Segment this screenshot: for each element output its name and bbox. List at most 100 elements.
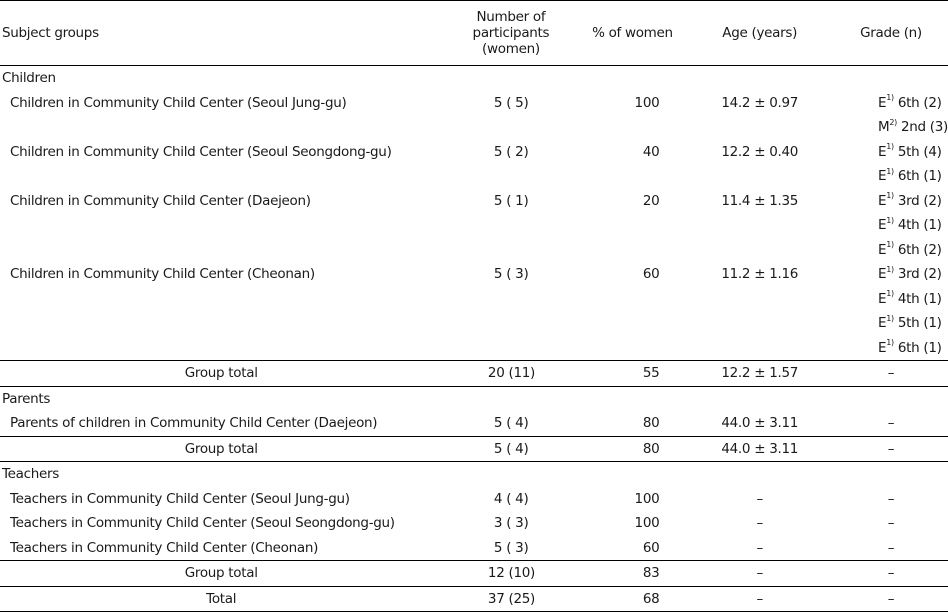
row-grade: E1) 5th (4) E1) 6th (1) [834, 140, 948, 189]
row-grade: E1) 3rd (2) E1) 4th (1) E1) 6th (2) [834, 189, 948, 263]
row-number: 3 ( 3) [442, 511, 579, 536]
grade-footnote: 1) [886, 191, 894, 200]
grade-school: E [877, 339, 887, 356]
group-total-label: Group total [0, 360, 443, 387]
header-number-line2: participants [472, 25, 550, 41]
group-total-pct: 83 [579, 560, 686, 586]
group-label-row: Children [0, 66, 948, 91]
row-pct: 60 [642, 266, 660, 282]
row-number: 5 ( 4) [442, 411, 579, 436]
group-total-number-value: 20 (11) [487, 365, 536, 381]
row-pct: 20 [642, 192, 660, 209]
group-total-row: Group total 12 (10) 83 – – [0, 560, 948, 586]
row-pct: 100 [634, 490, 660, 507]
group-total-pct: 80 [579, 435, 686, 462]
grade-text: 2nd (3) [896, 119, 948, 135]
row-number-value: 4 ( 4) [493, 490, 529, 507]
header-subject-groups: Subject groups [0, 0, 443, 66]
group-total-row: Group total 5 ( 4) 80 44.0 ± 3.11 – [0, 435, 948, 462]
group-total-age: – [685, 560, 834, 586]
group-total-age: 12.2 ± 1.57 [685, 360, 834, 387]
grade-entry: E1) 6th (1) [878, 164, 948, 189]
header-pct-women: % of women [579, 0, 686, 66]
row-age: – [756, 515, 763, 531]
group-total-grade: – [833, 435, 948, 462]
row-subject: Parents of children in Community Child C… [10, 415, 378, 431]
row-pct: 60 [642, 539, 660, 556]
group-label-parents: Parents [2, 390, 51, 407]
overall-total-grade: – [833, 585, 948, 612]
row-subject: Children in Community Child Center (Seou… [10, 94, 347, 111]
row-age: – [756, 539, 763, 556]
row-number: 5 ( 5) [442, 91, 579, 140]
group-label-teachers: Teachers [2, 466, 59, 482]
grade-entry: E1) 6th (2) [878, 91, 948, 116]
overall-total-pct: 68 [579, 585, 686, 612]
row-age: 11.2 ± 1.16 [721, 266, 799, 282]
row-age: 11.4 ± 1.35 [721, 192, 799, 209]
table-row: Children in Community Child Center (Daej… [0, 189, 948, 263]
overall-total-number: 37 (25) [442, 585, 580, 612]
row-age: – [756, 490, 763, 507]
row-number: 4 ( 4) [442, 487, 579, 512]
grade-text: 6th (2) [893, 94, 942, 111]
overall-total-label: Total [0, 585, 443, 612]
header-number-line1: Number of [476, 9, 546, 25]
grade-entry: E1) 6th (1) [878, 336, 948, 361]
table-row: Children in Community Child Center (Seou… [0, 140, 948, 189]
grade-school: E [877, 266, 887, 282]
grade-school: E [877, 192, 887, 209]
grade-entry: M2) 2nd (3) [878, 115, 948, 140]
table-row: Teachers in Community Child Center (Seou… [0, 511, 948, 536]
row-grade: – [887, 415, 895, 431]
row-grade: E1) 6th (2) M2) 2nd (3) [834, 91, 948, 140]
row-subject: Teachers in Community Child Center (Seou… [10, 490, 350, 507]
grade-text: 6th (2) [893, 241, 942, 258]
group-total-row: Group total 20 (11) 55 12.2 ± 1.57 – [0, 360, 948, 387]
row-number: 5 ( 1) [442, 189, 579, 263]
grade-text: 5th (4) [893, 143, 942, 160]
overall-total-age: – [685, 585, 834, 612]
group-label-row: Teachers [0, 462, 948, 487]
group-total-number-value: 12 (10) [487, 565, 536, 581]
header-grade: Grade (n) [833, 0, 948, 66]
row-number-value: 5 ( 4) [493, 415, 529, 431]
row-number-value: 5 ( 3) [493, 266, 529, 282]
grade-text: 6th (1) [893, 168, 942, 184]
grade-school: E [877, 168, 887, 184]
row-grade: E1) 3rd (2) E1) 4th (1) E1) 5th (1) E1) … [834, 262, 948, 361]
grade-entry: E1) 3rd (2) [878, 262, 948, 287]
grade-footnote: 1) [886, 338, 894, 347]
row-pct: 40 [642, 143, 660, 160]
grade-school: E [877, 94, 887, 111]
row-number: 5 ( 3) [442, 262, 579, 361]
table-row: Teachers in Community Child Center (Seou… [0, 487, 948, 512]
row-number-value: 5 ( 3) [493, 539, 529, 556]
group-total-number: 5 ( 4) [442, 435, 580, 462]
row-number-value: 3 ( 3) [493, 515, 529, 531]
grade-footnote: 1) [886, 240, 894, 249]
grade-school: E [877, 143, 887, 160]
row-subject: Children in Community Child Center (Seou… [10, 143, 392, 160]
grade-footnote: 1) [886, 215, 894, 225]
table-row: Parents of children in Community Child C… [0, 411, 948, 436]
group-label-children: Children [2, 70, 56, 86]
group-total-number-value: 5 ( 4) [493, 440, 529, 457]
grade-entry: E1) 4th (1) [878, 213, 948, 238]
grade-school: E [877, 241, 887, 258]
grade-school: M [877, 119, 890, 135]
header-age: Age (years) [685, 0, 834, 66]
row-number-value: 5 ( 2) [493, 143, 529, 160]
group-total-label: Group total [0, 560, 443, 586]
grade-entry: E1) 4th (1) [878, 287, 948, 312]
grade-footnote: 1) [886, 313, 894, 323]
grade-text: 4th (1) [893, 217, 942, 233]
row-number-value: 5 ( 5) [493, 94, 529, 111]
grade-text: 3rd (2) [893, 266, 942, 282]
grade-school: E [877, 217, 887, 233]
row-pct: 80 [642, 415, 660, 431]
group-total-grade: – [833, 560, 948, 586]
overall-total-number-value: 37 (25) [487, 590, 536, 607]
row-age: 12.2 ± 0.40 [721, 143, 799, 160]
